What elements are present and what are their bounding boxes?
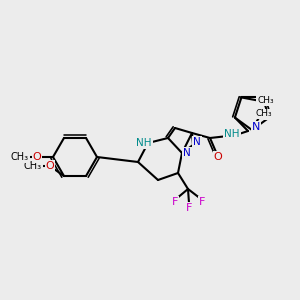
Text: O: O bbox=[33, 152, 41, 162]
Text: F: F bbox=[172, 197, 178, 207]
Text: NH: NH bbox=[224, 129, 240, 139]
Text: N: N bbox=[261, 110, 269, 120]
Text: O: O bbox=[46, 161, 54, 171]
Text: N: N bbox=[252, 122, 260, 132]
Text: CH₃: CH₃ bbox=[24, 161, 42, 171]
Text: F: F bbox=[186, 203, 192, 213]
Text: NH: NH bbox=[136, 138, 152, 148]
Text: F: F bbox=[199, 197, 205, 207]
Text: N: N bbox=[183, 148, 191, 158]
Text: CH₃: CH₃ bbox=[256, 110, 272, 118]
Text: CH₃: CH₃ bbox=[11, 152, 29, 162]
Text: O: O bbox=[214, 152, 222, 162]
Text: N: N bbox=[193, 137, 201, 147]
Text: CH₃: CH₃ bbox=[257, 96, 274, 105]
